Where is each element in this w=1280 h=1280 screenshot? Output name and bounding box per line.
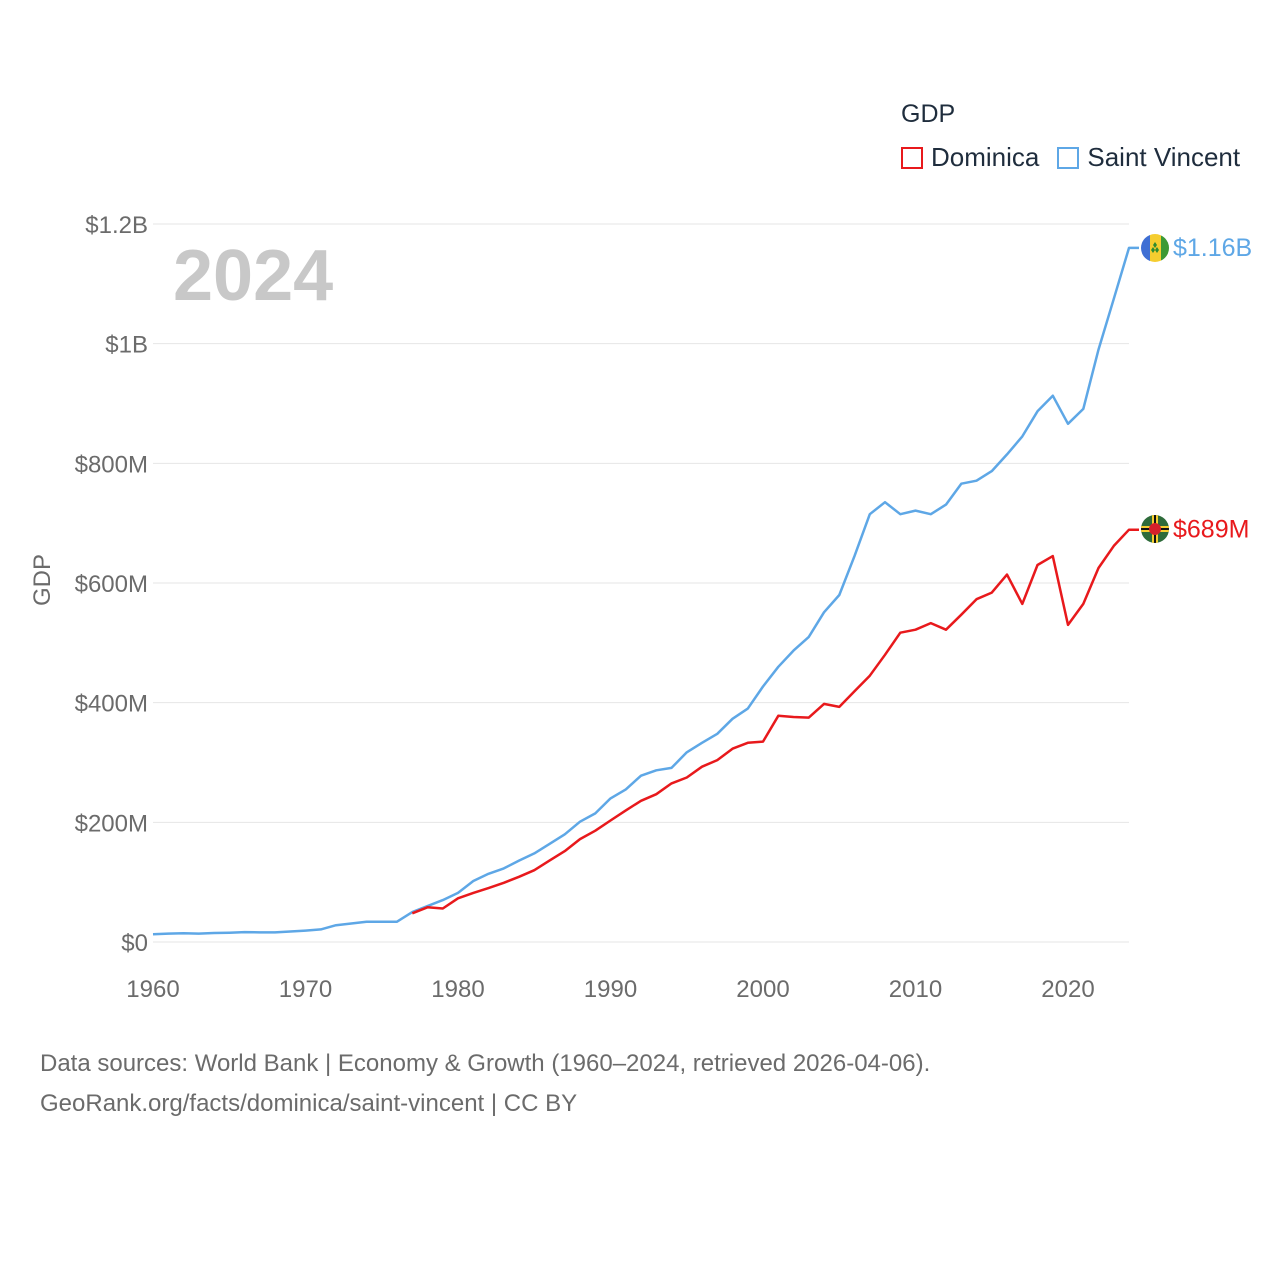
y-axis-title: GDP — [29, 554, 56, 606]
x-tick-label: 1960 — [126, 976, 179, 1003]
x-tick-label: 2000 — [736, 976, 789, 1003]
y-tick-label: $800M — [75, 451, 148, 478]
end-label-saint-vincent: $1.16B — [1173, 234, 1252, 262]
y-tick-label: $1B — [105, 332, 148, 359]
y-tick-label: $1.2B — [85, 212, 148, 239]
y-tick-label: $0 — [121, 930, 148, 957]
legend-swatch-dominica — [901, 146, 923, 169]
series-line-dominica[interactable] — [411, 528, 1139, 915]
data-source-text: Data sources: World Bank | Economy & Gro… — [40, 1050, 931, 1077]
legend-item-dominica[interactable]: Dominica — [901, 142, 1039, 173]
year-label: 2024 — [173, 236, 333, 316]
x-tick-label: 1980 — [431, 976, 484, 1003]
x-tick-label: 2020 — [1041, 976, 1094, 1003]
gdp-line-chart: $0 $200M $400M $600M $800M $1B $1.2B 1960 1970 1… — [29, 212, 1252, 1003]
legend: Dominica Saint Vincent — [901, 142, 1258, 173]
attribution-link[interactable]: GeoRank.org/facts/dominica/saint-vincent… — [40, 1090, 578, 1117]
legend-label-saint-vincent: Saint Vincent — [1087, 142, 1241, 172]
legend-title: GDP — [901, 100, 956, 128]
footer: Data sources: World Bank | Economy & Gro… — [40, 1044, 930, 1124]
saint-vincent-flag-icon — [1141, 234, 1169, 262]
dominica-flag-icon — [1141, 515, 1169, 543]
y-tick-label: $200M — [75, 810, 148, 837]
legend-swatch-saint-vincent — [1057, 146, 1080, 169]
x-tick-label: 2010 — [889, 976, 942, 1003]
legend-label-dominica: Dominica — [931, 142, 1040, 172]
end-label-dominica: $689M — [1173, 516, 1249, 544]
x-tick-label: 1990 — [584, 976, 637, 1003]
legend-item-saint-vincent[interactable]: Saint Vincent — [1057, 142, 1240, 173]
x-tick-label: 1970 — [279, 976, 332, 1003]
y-tick-label: $400M — [75, 691, 148, 718]
series-line-saint-vincent[interactable] — [152, 246, 1139, 936]
y-tick-label: $600M — [75, 571, 148, 598]
